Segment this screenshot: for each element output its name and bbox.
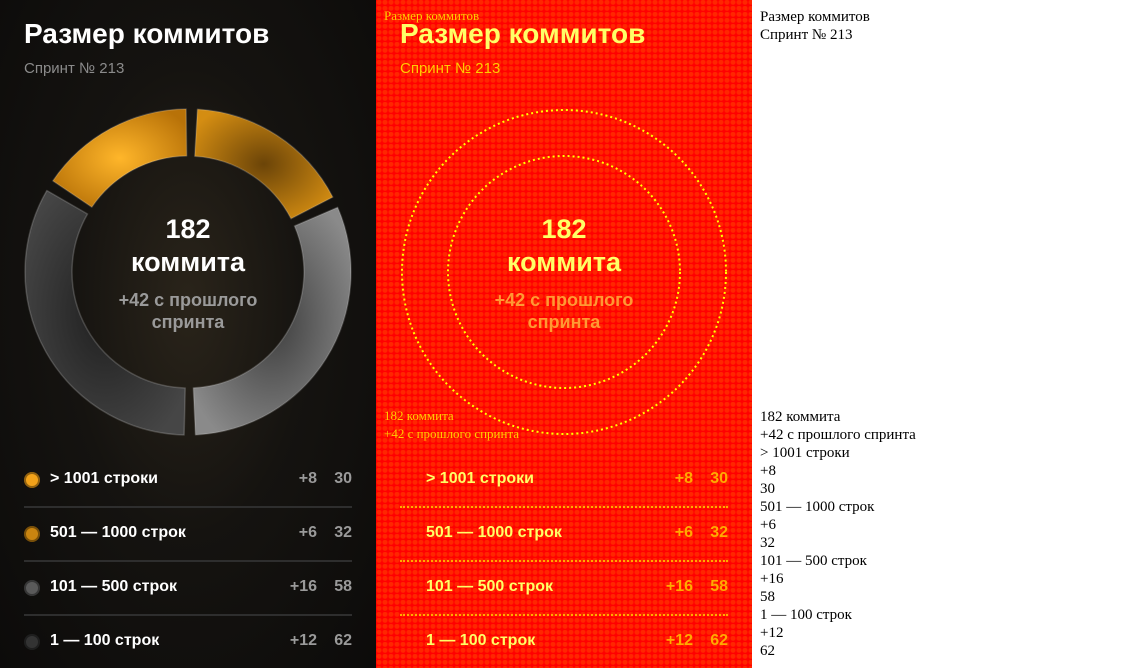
diff-legend-delta: +12 (665, 632, 693, 649)
diff-legend-row: > 1001 строки +8 30 (400, 454, 728, 506)
legend-count: 58 (334, 578, 352, 595)
diff-legend-count: 62 (710, 632, 728, 649)
plain-title: Размер коммитов (760, 9, 870, 25)
plain-count: 32 (760, 535, 775, 551)
plain-delta-value: +8 (760, 463, 776, 479)
legend-count: 62 (334, 632, 352, 649)
diff-legend-label: 101 — 500 строк (426, 578, 554, 595)
plain-delta-value: +12 (760, 625, 784, 641)
diff-legend-row: 1 — 100 строк +12 62 (400, 614, 728, 668)
plain-label: > 1001 строки (760, 445, 850, 461)
diff-ghost-title: Размер коммитов (384, 8, 480, 23)
diff-ghost-delta: +42 с прошлого спринта (384, 426, 520, 441)
center-total-value: 182 (165, 214, 211, 244)
legend-count: 30 (334, 470, 352, 487)
legend-dot (24, 634, 40, 650)
diff-legend-delta: +6 (674, 524, 693, 541)
diff-legend-row: 501 — 1000 строк +6 32 (400, 506, 728, 560)
legend-delta: +8 (298, 470, 317, 487)
diff-ring-outline (401, 109, 727, 435)
diff-legend-delta: +16 (665, 578, 693, 595)
diff-panel: Размер коммитов Размер коммитов Спринт №… (376, 0, 752, 668)
center-total-unit: коммита (130, 247, 246, 277)
diff-legend: > 1001 строки +8 30 501 — 1000 строк +6 … (400, 454, 728, 668)
card-title: Размер коммитов (24, 18, 270, 49)
plain-label: 101 — 500 строк (760, 553, 867, 569)
plain-total: 182 коммита (760, 409, 841, 425)
diff-legend-count: 58 (710, 578, 728, 595)
legend-dot (24, 472, 40, 488)
donut-chart (24, 108, 352, 436)
plain-label: 1 — 100 строк (760, 607, 852, 623)
legend-delta: +12 (289, 632, 317, 649)
diff-title: Размер коммитов (400, 18, 646, 49)
plain-text-panel: Размер коммитов Спринт № 213 182 коммита… (752, 0, 1128, 668)
diff-legend-label: > 1001 строки (426, 470, 534, 487)
legend-row: 1 — 100 строк +12 62 (24, 614, 352, 668)
diff-center-delta: +42 с прошлого спринта (494, 290, 634, 332)
donut-slice-1 (52, 108, 188, 208)
legend-row: > 1001 строки +8 30 (24, 454, 352, 506)
donut-slice-4 (24, 189, 186, 436)
legend-delta: +6 (298, 524, 317, 541)
legend-label: 501 — 1000 строк (50, 524, 186, 541)
diff-legend-count: 32 (710, 524, 728, 541)
diff-legend-count: 30 (710, 470, 728, 487)
diff-legend-row: 101 — 500 строк +16 58 (400, 560, 728, 614)
plain-delta: +42 с прошлого спринта (760, 427, 916, 443)
plain-delta-value: +6 (760, 517, 776, 533)
legend-delta: +16 (289, 578, 317, 595)
legend-label: 1 — 100 строк (50, 632, 160, 649)
diff-subtitle: Спринт № 213 (400, 60, 501, 77)
diff-ring-outer (401, 109, 727, 435)
diff-legend-delta: +8 (674, 470, 693, 487)
plain-delta-value: +16 (760, 571, 784, 587)
legend-count: 32 (334, 524, 352, 541)
legend: > 1001 строки +8 30 501 — 1000 строк +6 … (24, 454, 352, 668)
legend-label: 101 — 500 строк (50, 578, 178, 595)
diff-center-value: 182 (541, 214, 587, 244)
donut-slice-3 (192, 206, 352, 436)
center-delta: +42 с прошлого спринта (118, 290, 258, 332)
plain-count: 58 (760, 589, 775, 605)
card-subtitle: Спринт № 213 (24, 60, 125, 77)
legend-dot (24, 526, 40, 542)
diff-ring-inner (447, 155, 681, 389)
plain-count: 30 (760, 481, 775, 497)
diff-legend-label: 1 — 100 строк (426, 632, 536, 649)
legend-label: > 1001 строки (50, 470, 158, 487)
legend-row: 501 — 1000 строк +6 32 (24, 506, 352, 560)
plain-count: 62 (760, 643, 775, 659)
plain-subtitle: Спринт № 213 (760, 27, 853, 43)
plain-label: 501 — 1000 строк (760, 499, 875, 515)
commit-size-card: Размер коммитов Спринт № 213 182 коммита… (0, 0, 376, 668)
legend-row: 101 — 500 строк +16 58 (24, 560, 352, 614)
diff-ghost-total: 182 коммита (384, 408, 454, 423)
legend-dot (24, 580, 40, 596)
diff-legend-label: 501 — 1000 строк (426, 524, 562, 541)
donut-slice-2 (194, 108, 334, 220)
diff-center-unit: коммита (506, 247, 622, 277)
